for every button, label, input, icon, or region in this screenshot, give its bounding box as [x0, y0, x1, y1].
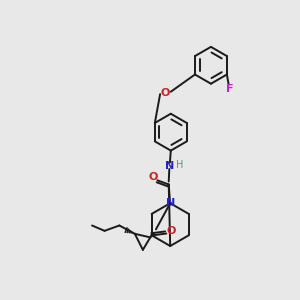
Text: F: F: [226, 84, 233, 94]
Text: N: N: [166, 198, 175, 208]
Text: O: O: [161, 88, 170, 98]
Text: O: O: [167, 226, 176, 236]
Text: H: H: [176, 160, 183, 170]
Text: N: N: [165, 161, 174, 171]
Text: O: O: [149, 172, 158, 182]
